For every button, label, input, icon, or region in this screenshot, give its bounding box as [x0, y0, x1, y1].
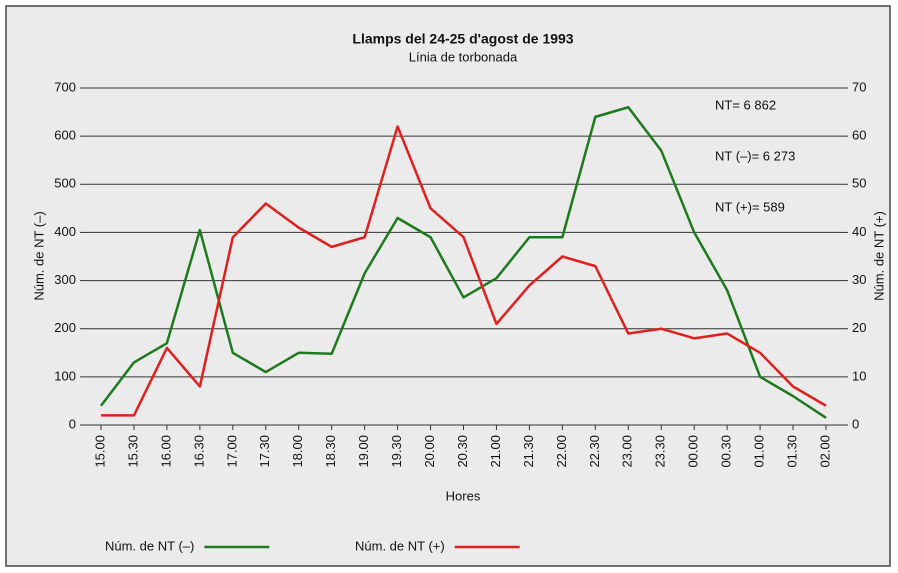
x-tick-label: 23.30 [653, 435, 668, 468]
x-tick-label: 23.00 [620, 435, 635, 468]
x-tick-label: 21.30 [521, 435, 536, 468]
y-tick-label: 400 [54, 224, 76, 239]
y2-tick-label: 60 [852, 128, 866, 143]
series-line [100, 106, 827, 419]
x-tick-label: 01.30 [784, 435, 799, 468]
x-tick-label: 19.00 [356, 435, 371, 468]
chart-subtitle: Línia de torbonada [409, 49, 518, 64]
x-tick-label: 20.00 [422, 435, 437, 468]
y-tick-label: 700 [54, 79, 76, 94]
legend-label: Núm. de NT (–) [105, 538, 194, 553]
y-tick-label: 100 [54, 368, 76, 383]
annotation: NT= 6 862 [715, 97, 776, 112]
x-tick-label: 22.30 [587, 435, 602, 468]
x-tick-label: 00.30 [719, 435, 734, 468]
x-tick-label: 00.00 [686, 435, 701, 468]
x-tick-label: 16.00 [158, 435, 173, 468]
x-tick-label: 15.30 [125, 435, 140, 468]
y-tick-label: 200 [54, 320, 76, 335]
chart-frame [5, 5, 891, 567]
y-axis-label: Núm. de NT (–) [31, 211, 46, 300]
x-tick-label: 17.00 [224, 435, 239, 468]
x-tick-label: 22.00 [554, 435, 569, 468]
y2-tick-label: 0 [852, 416, 859, 431]
x-tick-label: 17.30 [257, 435, 272, 468]
legend-label: Núm. de NT (+) [355, 538, 445, 553]
x-tick-label: 18.00 [290, 435, 305, 468]
annotation: NT (+)= 589 [715, 199, 785, 214]
y2-axis-label: Núm. de NT (+) [871, 211, 886, 301]
x-tick-label: 18.30 [323, 435, 338, 468]
x-tick-label: 21.00 [488, 435, 503, 468]
y2-tick-label: 30 [852, 272, 866, 287]
y2-tick-label: 10 [852, 368, 866, 383]
x-tick-label: 20.30 [455, 435, 470, 468]
x-tick-label: 19.30 [389, 435, 404, 468]
annotation: NT (–)= 6 273 [715, 148, 795, 163]
y2-tick-label: 20 [852, 320, 866, 335]
y2-tick-label: 70 [852, 79, 866, 94]
x-tick-label: 02.00 [817, 435, 832, 468]
y2-tick-label: 50 [852, 176, 866, 191]
series-line [101, 125, 827, 417]
y-tick-label: 500 [54, 176, 76, 191]
y-tick-label: 300 [54, 272, 76, 287]
y-tick-label: 0 [69, 416, 76, 431]
y2-tick-label: 40 [852, 224, 866, 239]
y-tick-label: 600 [54, 128, 76, 143]
x-tick-label: 15.00 [92, 435, 107, 468]
x-tick-label: 01.00 [752, 435, 767, 468]
x-tick-label: 16.30 [191, 435, 206, 468]
chart-title: Llamps del 24-25 d'agost de 1993 [352, 31, 573, 47]
x-axis-label: Hores [446, 488, 481, 503]
